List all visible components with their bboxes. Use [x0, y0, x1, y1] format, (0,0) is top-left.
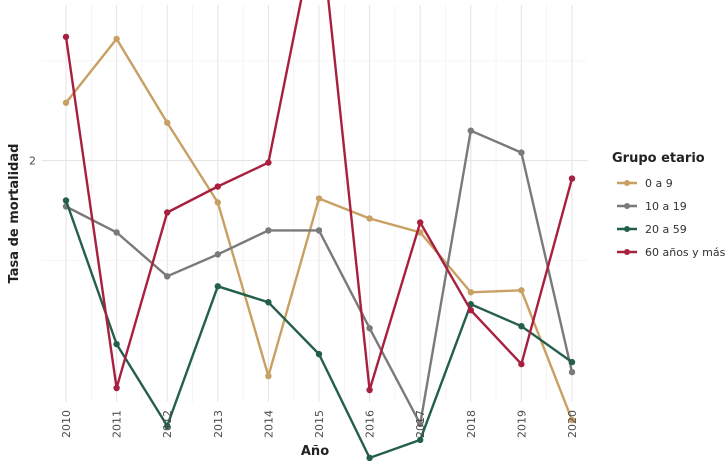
- legend-swatch-point: [624, 180, 630, 186]
- data-point: [366, 325, 372, 331]
- legend-title: Grupo etario: [612, 151, 705, 166]
- legend-item: 0 a 9: [617, 177, 673, 190]
- x-axis-ticks: 2010 2011 2012 2013 2014 2015 2016 2017 2018 2019…: [60, 410, 579, 438]
- legend: Grupo etario 0 a 9 10 a 19 20 a 59 60 años …: [612, 151, 725, 259]
- data-point: [518, 323, 524, 329]
- legend-label: 0 a 9: [645, 177, 673, 190]
- legend-items: 0 a 9 10 a 19 20 a 59 60 años y más: [617, 177, 725, 259]
- data-point: [113, 385, 119, 391]
- x-tick-label: 2010: [60, 410, 73, 438]
- data-point: [113, 229, 119, 235]
- data-point: [569, 175, 575, 181]
- data-point: [215, 283, 221, 289]
- x-tick-label: 2012: [161, 410, 174, 438]
- data-point: [518, 149, 524, 155]
- y-axis-ticks: 2: [29, 155, 36, 168]
- data-point: [417, 219, 423, 225]
- legend-label: 60 años y más: [645, 246, 725, 259]
- data-point: [265, 373, 271, 379]
- legend-label: 20 a 59: [645, 223, 687, 236]
- data-point: [518, 287, 524, 293]
- x-tick-label: 2014: [262, 410, 275, 438]
- legend-label: 10 a 19: [645, 200, 687, 213]
- legend-swatch-point: [624, 203, 630, 209]
- legend-swatch-point: [624, 249, 630, 255]
- data-point: [63, 100, 69, 106]
- x-tick-label: 2017: [414, 410, 427, 438]
- data-point: [316, 351, 322, 357]
- x-tick-label: 2016: [364, 410, 377, 438]
- data-point: [366, 387, 372, 393]
- x-tick-label: 2013: [212, 410, 225, 438]
- data-point: [164, 273, 170, 279]
- data-point: [265, 227, 271, 233]
- data-point: [366, 455, 372, 461]
- data-point: [468, 127, 474, 133]
- legend-swatch-point: [624, 226, 630, 232]
- data-point: [265, 299, 271, 305]
- data-point: [468, 289, 474, 295]
- data-point: [366, 215, 372, 221]
- legend-item: 20 a 59: [617, 223, 687, 236]
- data-point: [518, 361, 524, 367]
- grid: [42, 5, 588, 402]
- x-tick-label: 2011: [111, 410, 124, 438]
- data-point: [164, 120, 170, 126]
- data-point: [63, 197, 69, 203]
- data-point: [569, 369, 575, 375]
- data-point: [63, 34, 69, 40]
- x-tick-label: 2019: [515, 410, 528, 438]
- data-point: [113, 341, 119, 347]
- x-tick-label: 2015: [313, 410, 326, 438]
- data-point: [164, 209, 170, 215]
- data-point: [316, 227, 322, 233]
- data-point: [215, 199, 221, 205]
- data-point: [113, 36, 119, 42]
- data-point: [215, 183, 221, 189]
- data-point: [215, 251, 221, 257]
- x-tick-label: 2018: [465, 410, 478, 438]
- x-axis-title: Año: [301, 444, 329, 459]
- data-point: [316, 195, 322, 201]
- data-point: [468, 307, 474, 313]
- data-point: [265, 159, 271, 165]
- data-point: [569, 359, 575, 365]
- legend-item: 10 a 19: [617, 200, 687, 213]
- y-tick-label: 2: [29, 155, 36, 168]
- y-axis-title: Tasa de mortalidad: [7, 144, 22, 284]
- legend-item: 60 años y más: [617, 246, 725, 259]
- x-tick-label: 2020: [566, 410, 579, 438]
